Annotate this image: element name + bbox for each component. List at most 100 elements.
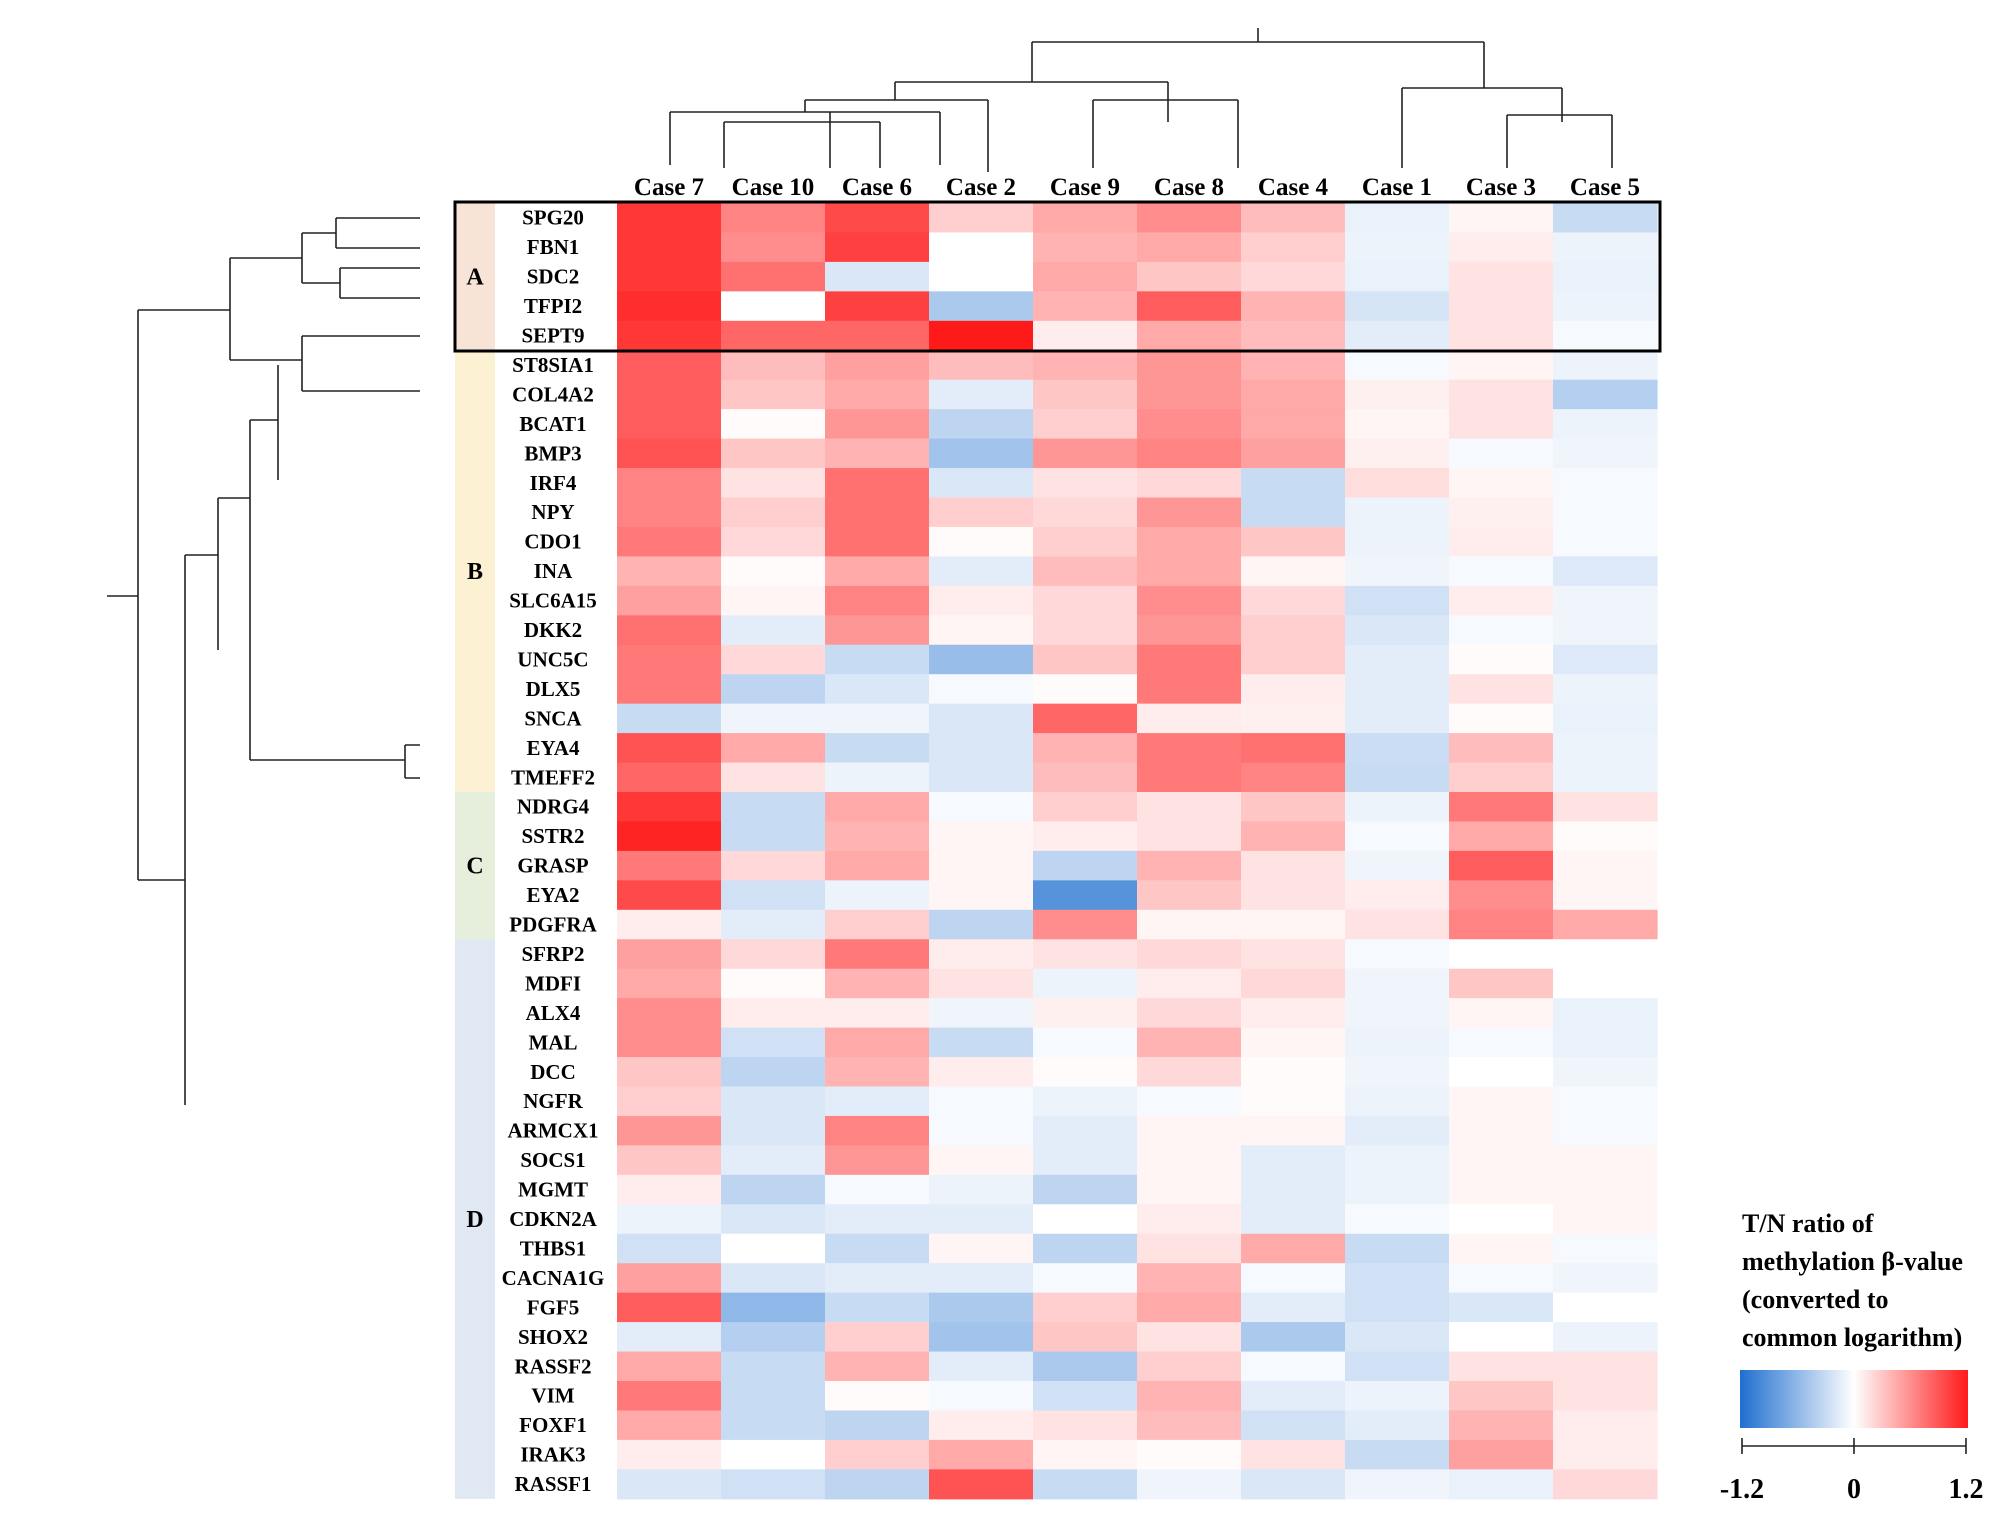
heatmap-cell-BMP3-Case-9 — [1033, 438, 1138, 469]
heatmap-cell-SPG20-Case-2 — [929, 203, 1034, 234]
column-label-Case-10: Case 10 — [732, 174, 815, 201]
heatmap-cell-VIM-Case-7 — [617, 1381, 722, 1412]
heatmap-cell-IRF4-Case-6 — [825, 468, 930, 499]
heatmap-cell-ARMCX1-Case-9 — [1033, 1115, 1138, 1146]
heatmap-cell-BMP3-Case-10 — [721, 438, 826, 469]
heatmap-cell-INA-Case-2 — [929, 556, 1034, 587]
column-labels: Case 7 Case 10 Case 6 Case 2 Case 9 Case 8 Cas… — [634, 174, 1640, 201]
heatmap-cell-BCAT1-Case-4 — [1241, 409, 1346, 440]
heatmap-cell-SFRP2-Case-10 — [721, 939, 826, 970]
heatmap-cell-COL4A2-Case-10 — [721, 379, 826, 410]
heatmap-cell-MGMT-Case-9 — [1033, 1174, 1138, 1205]
heatmap-cell-IRF4-Case-5 — [1553, 468, 1658, 499]
cluster-a-highlight-box — [453, 200, 1662, 353]
row-dendrogram — [107, 217, 420, 1105]
heatmap-cell-FOXF1-Case-2 — [929, 1410, 1034, 1441]
heatmap-cell-UNC5C-Case-9 — [1033, 644, 1138, 675]
heatmap-cell-SFRP2-Case-5 — [1553, 939, 1658, 970]
heatmap-cell-RASSF1-Case-1 — [1345, 1469, 1450, 1500]
heatmap-cell-SHOX2-Case-2 — [929, 1322, 1034, 1353]
heatmap-cell-CACNA1G-Case-6 — [825, 1263, 930, 1294]
heatmap-cell-GRASP-Case-4 — [1241, 850, 1346, 881]
heatmap-cell-SPG20-Case-3 — [1449, 203, 1554, 234]
heatmap-cell-RASSF1-Case-3 — [1449, 1469, 1554, 1500]
heatmap-cell-TMEFF2-Case-7 — [617, 762, 722, 793]
heatmap-cell-NPY-Case-3 — [1449, 497, 1554, 528]
heatmap-cell-VIM-Case-8 — [1137, 1381, 1242, 1412]
heatmap-cell-DLX5-Case-7 — [617, 674, 722, 705]
heatmap-cell-SLC6A15-Case-1 — [1345, 585, 1450, 616]
heatmap-cell-EYA4-Case-8 — [1137, 733, 1242, 764]
heatmap-cell-MAL-Case-3 — [1449, 1027, 1554, 1058]
heatmap-cell-SNCA-Case-6 — [825, 703, 930, 734]
heatmap-cell-ST8SIA1-Case-3 — [1449, 350, 1554, 381]
heatmap-cell-RASSF2-Case-6 — [825, 1351, 930, 1382]
heatmap-cell-CDO1-Case-1 — [1345, 526, 1450, 557]
heatmap-cell-FBN1-Case-1 — [1345, 232, 1450, 263]
heatmap-cell-IRAK3-Case-2 — [929, 1439, 1034, 1470]
heatmap-cell-MGMT-Case-10 — [721, 1174, 826, 1205]
heatmap-cell-ST8SIA1-Case-9 — [1033, 350, 1138, 381]
heatmap-cell-FBN1-Case-3 — [1449, 232, 1554, 263]
heatmap-cell-INA-Case-7 — [617, 556, 722, 587]
heatmap-cell-SDC2-Case-5 — [1553, 261, 1658, 292]
group-bar-C — [455, 792, 495, 940]
heatmap-cell-SSTR2-Case-5 — [1553, 821, 1658, 852]
heatmap-cell-SLC6A15-Case-6 — [825, 585, 930, 616]
heatmap-cell-SOCS1-Case-2 — [929, 1145, 1034, 1176]
column-label-Case-8: Case 8 — [1154, 174, 1224, 201]
row-label-IRF4: IRF4 — [530, 471, 577, 495]
legend-tick-max: 1.2 — [1949, 1474, 1984, 1505]
heatmap-cell-TFPI2-Case-9 — [1033, 291, 1138, 322]
row-label-NGFR: NGFR — [523, 1089, 583, 1113]
heatmap-cell-SOCS1-Case-3 — [1449, 1145, 1554, 1176]
heatmap-cell-FOXF1-Case-6 — [825, 1410, 930, 1441]
heatmap-cell-MDFI-Case-6 — [825, 968, 930, 999]
heatmap-cell-TFPI2-Case-5 — [1553, 291, 1658, 322]
heatmap-cell-SFRP2-Case-3 — [1449, 939, 1554, 970]
heatmap-cell-ALX4-Case-7 — [617, 998, 722, 1029]
heatmap-cell-SEPT9-Case-7 — [617, 320, 722, 351]
heatmap-cell-UNC5C-Case-7 — [617, 644, 722, 675]
heatmap-cell-BCAT1-Case-9 — [1033, 409, 1138, 440]
row-labels: SPG20 FBN1 SDC2 TFPI2 SEPT9 ST8SIA1 COL4A2 BCAT… — [502, 206, 605, 1496]
row-label-TMEFF2: TMEFF2 — [511, 765, 595, 789]
heatmap-cell-DCC-Case-7 — [617, 1057, 722, 1088]
heatmap-cell-BCAT1-Case-6 — [825, 409, 930, 440]
heatmap-cell-BMP3-Case-6 — [825, 438, 930, 469]
heatmap-cell-PDGFRA-Case-5 — [1553, 909, 1658, 940]
heatmap-cell-DKK2-Case-3 — [1449, 615, 1554, 646]
heatmap-cell-GRASP-Case-3 — [1449, 850, 1554, 881]
heatmap-cell-SLC6A15-Case-4 — [1241, 585, 1346, 616]
row-label-EYA2: EYA2 — [527, 883, 580, 907]
heatmap-cell-CDO1-Case-6 — [825, 526, 930, 557]
heatmap-cell-NPY-Case-7 — [617, 497, 722, 528]
heatmap-cell-SHOX2-Case-5 — [1553, 1322, 1658, 1353]
heatmap-cell-THBS1-Case-5 — [1553, 1233, 1658, 1264]
heatmap-cell-FGF5-Case-4 — [1241, 1292, 1346, 1323]
heatmap-cell-GRASP-Case-1 — [1345, 850, 1450, 881]
heatmap-cell-RASSF1-Case-6 — [825, 1469, 930, 1500]
row-label-UNC5C: UNC5C — [517, 647, 588, 671]
heatmap-cell-ST8SIA1-Case-5 — [1553, 350, 1658, 381]
heatmap-cell-DCC-Case-9 — [1033, 1057, 1138, 1088]
heatmap-cell-NDRG4-Case-2 — [929, 792, 1034, 823]
heatmap-cell-DLX5-Case-5 — [1553, 674, 1658, 705]
heatmap-cell-ALX4-Case-6 — [825, 998, 930, 1029]
heatmap-cell-PDGFRA-Case-10 — [721, 909, 826, 940]
heatmap-cell-CDO1-Case-7 — [617, 526, 722, 557]
heatmap-cell-THBS1-Case-6 — [825, 1233, 930, 1264]
heatmap-cell-BMP3-Case-7 — [617, 438, 722, 469]
heatmap-cell-IRF4-Case-8 — [1137, 468, 1242, 499]
heatmap-cell-MGMT-Case-3 — [1449, 1174, 1554, 1205]
heatmap-cell-SLC6A15-Case-8 — [1137, 585, 1242, 616]
row-label-CDKN2A: CDKN2A — [509, 1207, 597, 1231]
heatmap-cell-SDC2-Case-7 — [617, 261, 722, 292]
heatmap-cell-SEPT9-Case-5 — [1553, 320, 1658, 351]
heatmap-cell-SEPT9-Case-3 — [1449, 320, 1554, 351]
heatmap-cell-EYA4-Case-5 — [1553, 733, 1658, 764]
row-label-MDFI: MDFI — [525, 971, 581, 995]
heatmap-cell-NGFR-Case-1 — [1345, 1086, 1450, 1117]
heatmap-cell-TFPI2-Case-2 — [929, 291, 1034, 322]
heatmap-cell-THBS1-Case-9 — [1033, 1233, 1138, 1264]
